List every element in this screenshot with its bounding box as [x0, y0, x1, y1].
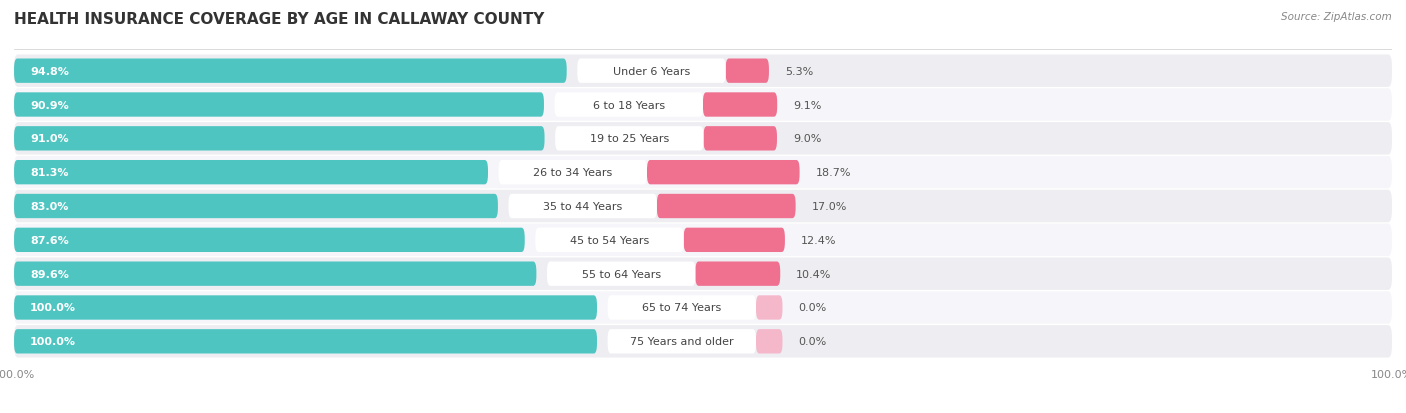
FancyBboxPatch shape — [683, 228, 785, 252]
FancyBboxPatch shape — [14, 329, 598, 354]
Text: 6 to 18 Years: 6 to 18 Years — [593, 100, 665, 110]
Text: Source: ZipAtlas.com: Source: ZipAtlas.com — [1281, 12, 1392, 22]
Text: Under 6 Years: Under 6 Years — [613, 66, 690, 76]
Text: HEALTH INSURANCE COVERAGE BY AGE IN CALLAWAY COUNTY: HEALTH INSURANCE COVERAGE BY AGE IN CALL… — [14, 12, 544, 27]
Text: 75 Years and older: 75 Years and older — [630, 337, 734, 347]
FancyBboxPatch shape — [14, 258, 1392, 290]
FancyBboxPatch shape — [578, 59, 725, 84]
FancyBboxPatch shape — [703, 127, 778, 151]
Text: 89.6%: 89.6% — [30, 269, 69, 279]
Text: 65 to 74 Years: 65 to 74 Years — [643, 303, 721, 313]
Text: 5.3%: 5.3% — [785, 66, 813, 76]
FancyBboxPatch shape — [536, 228, 683, 252]
FancyBboxPatch shape — [14, 228, 524, 252]
FancyBboxPatch shape — [703, 93, 778, 117]
Text: 87.6%: 87.6% — [30, 235, 69, 245]
Text: 18.7%: 18.7% — [815, 168, 851, 178]
Text: 9.0%: 9.0% — [793, 134, 821, 144]
Text: 94.8%: 94.8% — [30, 66, 69, 76]
FancyBboxPatch shape — [555, 127, 703, 151]
Text: 26 to 34 Years: 26 to 34 Years — [533, 168, 613, 178]
Text: 100.0%: 100.0% — [30, 337, 76, 347]
FancyBboxPatch shape — [696, 262, 780, 286]
Text: 17.0%: 17.0% — [811, 202, 846, 211]
FancyBboxPatch shape — [14, 190, 1392, 223]
Text: 45 to 54 Years: 45 to 54 Years — [569, 235, 650, 245]
Text: 55 to 64 Years: 55 to 64 Years — [582, 269, 661, 279]
FancyBboxPatch shape — [14, 161, 488, 185]
FancyBboxPatch shape — [607, 296, 756, 320]
FancyBboxPatch shape — [14, 89, 1392, 121]
FancyBboxPatch shape — [14, 127, 544, 151]
FancyBboxPatch shape — [547, 262, 696, 286]
FancyBboxPatch shape — [657, 195, 796, 218]
FancyBboxPatch shape — [14, 296, 598, 320]
FancyBboxPatch shape — [756, 296, 783, 320]
FancyBboxPatch shape — [756, 329, 783, 354]
FancyBboxPatch shape — [14, 55, 1392, 88]
FancyBboxPatch shape — [725, 59, 769, 84]
FancyBboxPatch shape — [14, 123, 1392, 155]
FancyBboxPatch shape — [647, 161, 800, 185]
FancyBboxPatch shape — [14, 195, 498, 218]
FancyBboxPatch shape — [499, 161, 647, 185]
Text: 10.4%: 10.4% — [796, 269, 831, 279]
Text: 90.9%: 90.9% — [30, 100, 69, 110]
Text: 83.0%: 83.0% — [30, 202, 69, 211]
FancyBboxPatch shape — [14, 262, 536, 286]
Text: 0.0%: 0.0% — [799, 337, 827, 347]
FancyBboxPatch shape — [14, 157, 1392, 189]
FancyBboxPatch shape — [14, 93, 544, 117]
FancyBboxPatch shape — [509, 195, 657, 218]
FancyBboxPatch shape — [14, 224, 1392, 256]
Text: 19 to 25 Years: 19 to 25 Years — [589, 134, 669, 144]
Text: 0.0%: 0.0% — [799, 303, 827, 313]
Text: 12.4%: 12.4% — [801, 235, 837, 245]
FancyBboxPatch shape — [607, 329, 756, 354]
Text: 91.0%: 91.0% — [30, 134, 69, 144]
FancyBboxPatch shape — [14, 325, 1392, 358]
FancyBboxPatch shape — [14, 59, 567, 84]
Text: 81.3%: 81.3% — [30, 168, 69, 178]
Text: 100.0%: 100.0% — [30, 303, 76, 313]
Text: 9.1%: 9.1% — [793, 100, 821, 110]
Text: 35 to 44 Years: 35 to 44 Years — [543, 202, 623, 211]
FancyBboxPatch shape — [554, 93, 703, 117]
FancyBboxPatch shape — [14, 292, 1392, 324]
